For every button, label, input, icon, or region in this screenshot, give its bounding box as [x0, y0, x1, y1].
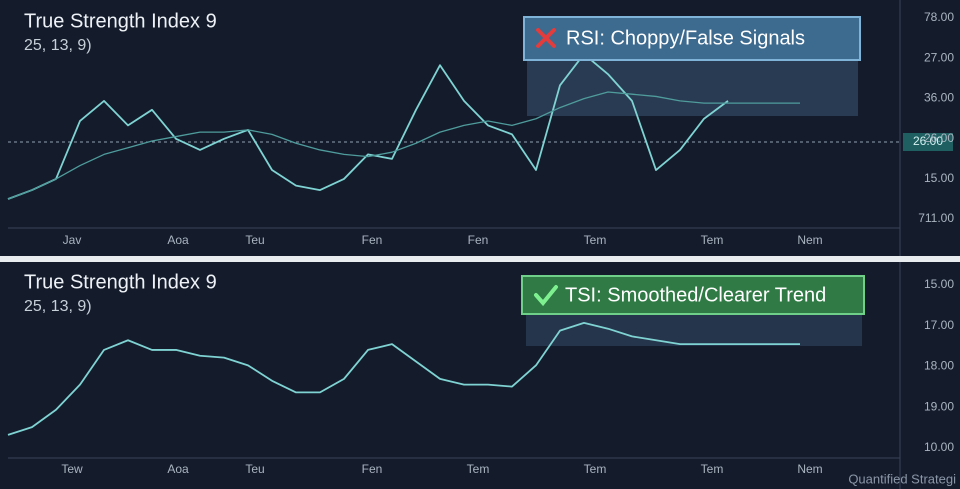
y-axis-label: 15.00 — [924, 277, 954, 291]
chart-title: True Strength Index 9 — [24, 271, 217, 293]
series-line — [7, 91, 800, 200]
x-axis-label: Jav — [63, 233, 82, 247]
price-tag — [903, 133, 953, 151]
chart-title: True Strength Index 9 — [24, 10, 217, 32]
x-axis-label: Nem — [797, 462, 822, 476]
series-line — [7, 53, 729, 200]
y-axis-label: 711.00 — [918, 211, 954, 225]
y-axis-label: 17.00 — [924, 318, 954, 332]
watermark: Quantified Strategi — [848, 471, 956, 486]
chart-subtitle: 25, 13, 9) — [24, 298, 92, 315]
x-axis-label: Tew — [61, 462, 83, 476]
x-axis-label: Teu — [245, 233, 264, 247]
check-icon — [534, 285, 558, 307]
x-axis-label: Aoa — [167, 462, 189, 476]
x-axis-label: Fen — [362, 233, 383, 247]
price-tag-label: 26.00 — [913, 134, 943, 148]
x-axis-label: Tem — [584, 233, 607, 247]
highlight-zone — [527, 55, 858, 116]
annotation-label: TSI: Smoothed/Clearer Trend — [565, 284, 826, 306]
x-axis-label: Fen — [362, 462, 383, 476]
y-axis-label: 18.00 — [924, 359, 954, 373]
x-axis-label: Aoa — [167, 233, 189, 247]
plots — [7, 53, 800, 436]
annotation-label: RSI: Choppy/False Signals — [566, 27, 805, 49]
divider — [0, 256, 960, 262]
y-axis-label: 10.00 — [924, 440, 954, 454]
y-axis-label: 19.00 — [924, 399, 954, 413]
x-axis-label: Fen — [468, 233, 489, 247]
x-axis-label: Tem — [584, 462, 607, 476]
y-axis-label: 26.00 — [924, 131, 954, 145]
y-axis-label: 27.00 — [924, 50, 954, 64]
annotation-box — [523, 16, 861, 61]
x-axis-label: Teu — [245, 462, 264, 476]
x-axis-label: Tem — [701, 233, 724, 247]
annotation-box — [521, 275, 865, 315]
chart-subtitle: 25, 13, 9) — [24, 37, 92, 54]
y-axis-label: 15.00 — [924, 171, 954, 185]
y-axis-label: 78.00 — [924, 10, 954, 24]
y-axis-label: 36.00 — [924, 91, 954, 105]
cross-icon — [536, 28, 556, 48]
x-axis-label: Tem — [467, 462, 490, 476]
x-axis-label: Nem — [797, 233, 822, 247]
series-line — [7, 322, 800, 436]
x-axis-label: Tem — [701, 462, 724, 476]
